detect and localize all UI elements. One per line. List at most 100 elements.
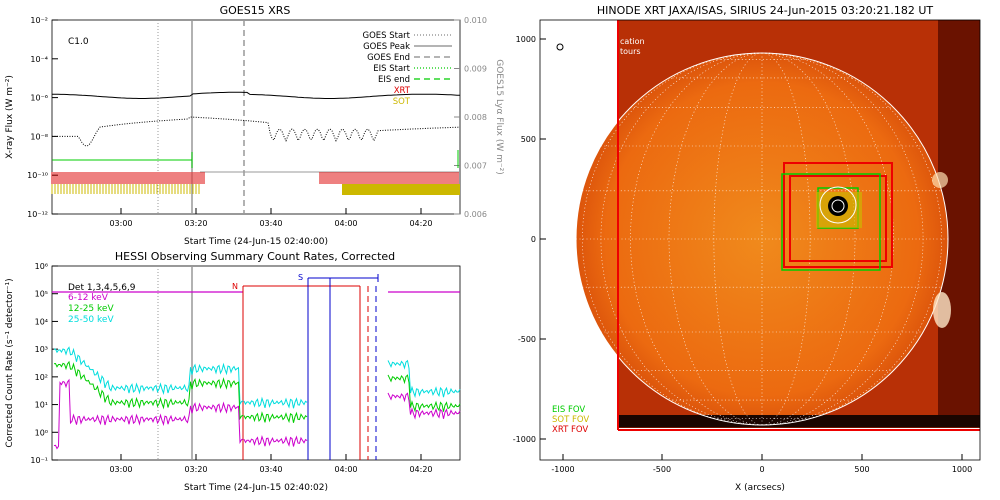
grid-longitude bbox=[713, 52, 763, 426]
hessi-title: HESSI Observing Summary Count Rates, Cor… bbox=[115, 250, 395, 263]
hessi-xtick-label: 03:00 bbox=[109, 465, 132, 474]
hessi-ylabel: Corrected Count Rate (s⁻¹ detector⁻¹) bbox=[5, 278, 15, 447]
goes-legend-label: SOT bbox=[393, 97, 411, 107]
hessi-ytick-label: 10⁴ bbox=[35, 317, 48, 326]
goes-legend-label: XRT bbox=[394, 86, 411, 96]
xrt-panel: HINODE XRT JAXA/ISAS, SIRIUS 24-Jun-2015… bbox=[513, 4, 981, 493]
xrt-ytick-label: 500 bbox=[521, 135, 536, 144]
hessi-ytick-label: 10⁰ bbox=[35, 428, 48, 437]
goes-xrt-bars bbox=[51, 172, 459, 184]
goes-xtick-label: 04:20 bbox=[409, 219, 432, 228]
hessi-legend-label: 6-12 keV bbox=[68, 293, 109, 303]
hessi-ytick-label: 10² bbox=[35, 373, 48, 382]
goes-class-label: C1.0 bbox=[68, 37, 89, 47]
xrt-corner-text-1: cation bbox=[620, 37, 645, 46]
xrt-y-axis: 1000 500 0 -500 -1000 bbox=[513, 35, 546, 444]
grid-longitude bbox=[668, 52, 763, 426]
xrt-xtick-label: -500 bbox=[653, 465, 671, 474]
goes-ytick-label: 10⁻² bbox=[30, 16, 48, 25]
hessi-legend-label: 25-50 keV bbox=[68, 315, 114, 325]
grid-longitude bbox=[761, 52, 942, 426]
xrt-title: HINODE XRT JAXA/ISAS, SIRIUS 24-Jun-2015… bbox=[597, 4, 934, 17]
hessi-xtick-label: 03:40 bbox=[259, 465, 282, 474]
hessi-series-25-50 bbox=[53, 346, 461, 409]
eis-fov-box bbox=[781, 173, 881, 271]
hessi-ytick-label: 10³ bbox=[35, 345, 48, 354]
goes-x-axis: 03:00 03:20 03:40 04:00 04:20 bbox=[109, 208, 433, 228]
hessi-xtick-label: 04:00 bbox=[334, 465, 357, 474]
hessi-marker-n: N bbox=[232, 282, 238, 291]
hessi-night-bracket bbox=[242, 285, 361, 460]
xrt-xtick-label: 0 bbox=[759, 465, 764, 474]
hessi-marker-s: S bbox=[298, 273, 303, 282]
goes-sot-bars bbox=[51, 184, 460, 195]
goes-legend-label: EIS end bbox=[378, 75, 410, 85]
goes-right-ytick-label: 0.006 bbox=[464, 210, 487, 219]
xrt-plot-frame bbox=[539, 19, 981, 461]
goes-right-ytick-label: 0.010 bbox=[464, 16, 487, 25]
target-circle bbox=[819, 186, 857, 224]
hessi-ytick-label: 10⁻¹ bbox=[30, 456, 48, 465]
xrt-legend-label: SOT FOV bbox=[552, 415, 589, 425]
hessi-legend-label: 12-25 keV bbox=[68, 304, 114, 314]
hessi-series-6-12 bbox=[53, 378, 461, 450]
xrt-x-axis: -1000 -500 0 500 1000 bbox=[551, 454, 972, 474]
grid-longitude bbox=[761, 52, 811, 426]
hessi-plot-frame bbox=[51, 265, 461, 461]
goes-ytick-label: 10⁻¹⁰ bbox=[27, 171, 48, 180]
hessi-x-axis: 03:00 03:20 03:40 04:00 04:20 bbox=[109, 454, 433, 474]
xrt-xtick-label: -1000 bbox=[551, 465, 574, 474]
hessi-xtick-label: 03:20 bbox=[184, 465, 207, 474]
xrt-legend-label: XRT FOV bbox=[552, 425, 588, 435]
solar-limb bbox=[575, 52, 949, 426]
goes-ytick-label: 10⁻¹² bbox=[27, 210, 48, 219]
target-center bbox=[828, 196, 848, 216]
goes-ytick-label: 10⁻⁴ bbox=[30, 55, 48, 64]
grid-longitude bbox=[761, 52, 856, 426]
sot-obs-block bbox=[342, 184, 460, 195]
xrt-corner-marker bbox=[556, 43, 564, 51]
limb-brightening bbox=[932, 172, 948, 188]
hessi-xtick-label: 04:20 bbox=[409, 465, 432, 474]
goes-y-axis: 10⁻² 10⁻⁴ 10⁻⁶ 10⁻⁸ 10⁻¹⁰ 10⁻¹² bbox=[27, 16, 58, 219]
xrt-fov-box bbox=[783, 162, 893, 268]
goes-xtick-label: 03:20 bbox=[184, 219, 207, 228]
xrt-xlabel: X (arcsecs) bbox=[735, 483, 785, 493]
goes-legend-label: GOES End bbox=[367, 53, 410, 63]
hessi-panel: HESSI Observing Summary Count Rates, Cor… bbox=[5, 250, 461, 493]
hessi-ytick-label: 10⁶ bbox=[35, 262, 48, 271]
xrt-xtick-label: 1000 bbox=[952, 465, 972, 474]
goes-panel: GOES15 XRS 10⁻² 10⁻⁴ 10⁻⁶ 10⁻⁸ 10⁻¹⁰ 10⁻¹² 0.… bbox=[5, 4, 504, 247]
goes-xtick-label: 03:40 bbox=[259, 219, 282, 228]
goes-long-series bbox=[52, 91, 461, 99]
xrt-fov-box-2 bbox=[789, 175, 887, 262]
xrt-xtick-label: 500 bbox=[854, 465, 869, 474]
hessi-ytick-label: 10¹ bbox=[35, 401, 48, 410]
hessi-xlabel: Start Time (24-Jun-15 02:40:02) bbox=[184, 483, 328, 493]
hessi-detectors: Det 1,3,4,5,6,9 bbox=[68, 283, 136, 293]
goes-eis-marker bbox=[52, 150, 459, 168]
goes-right-ylabel: GOES15 Lyα Flux (W m⁻²) bbox=[494, 59, 504, 175]
heliographic-grid bbox=[576, 52, 948, 426]
xrt-ytick-label: -1000 bbox=[513, 435, 536, 444]
hessi-ytick-label: 10⁵ bbox=[35, 290, 48, 299]
hessi-series-12-25 bbox=[53, 360, 461, 424]
target-ring bbox=[831, 199, 845, 213]
xrt-legend-label: EIS FOV bbox=[552, 405, 585, 415]
goes-title: GOES15 XRS bbox=[220, 4, 291, 17]
xrt-corner-text-2: tours bbox=[620, 47, 641, 56]
goes-xtick-label: 03:00 bbox=[109, 219, 132, 228]
goes-right-ytick-label: 0.009 bbox=[464, 65, 487, 74]
xrt-ytick-label: 0 bbox=[531, 235, 536, 244]
goes-legend-label: EIS Start bbox=[373, 64, 410, 74]
goes-legend-label: GOES Start bbox=[362, 31, 410, 41]
goes-right-ytick-label: 0.008 bbox=[464, 113, 487, 122]
limb-active-region bbox=[933, 292, 951, 328]
xrt-image bbox=[575, 20, 980, 430]
goes-ytick-label: 10⁻⁶ bbox=[30, 94, 48, 103]
hessi-saa-bracket bbox=[307, 274, 379, 460]
grid-longitude bbox=[582, 52, 763, 426]
